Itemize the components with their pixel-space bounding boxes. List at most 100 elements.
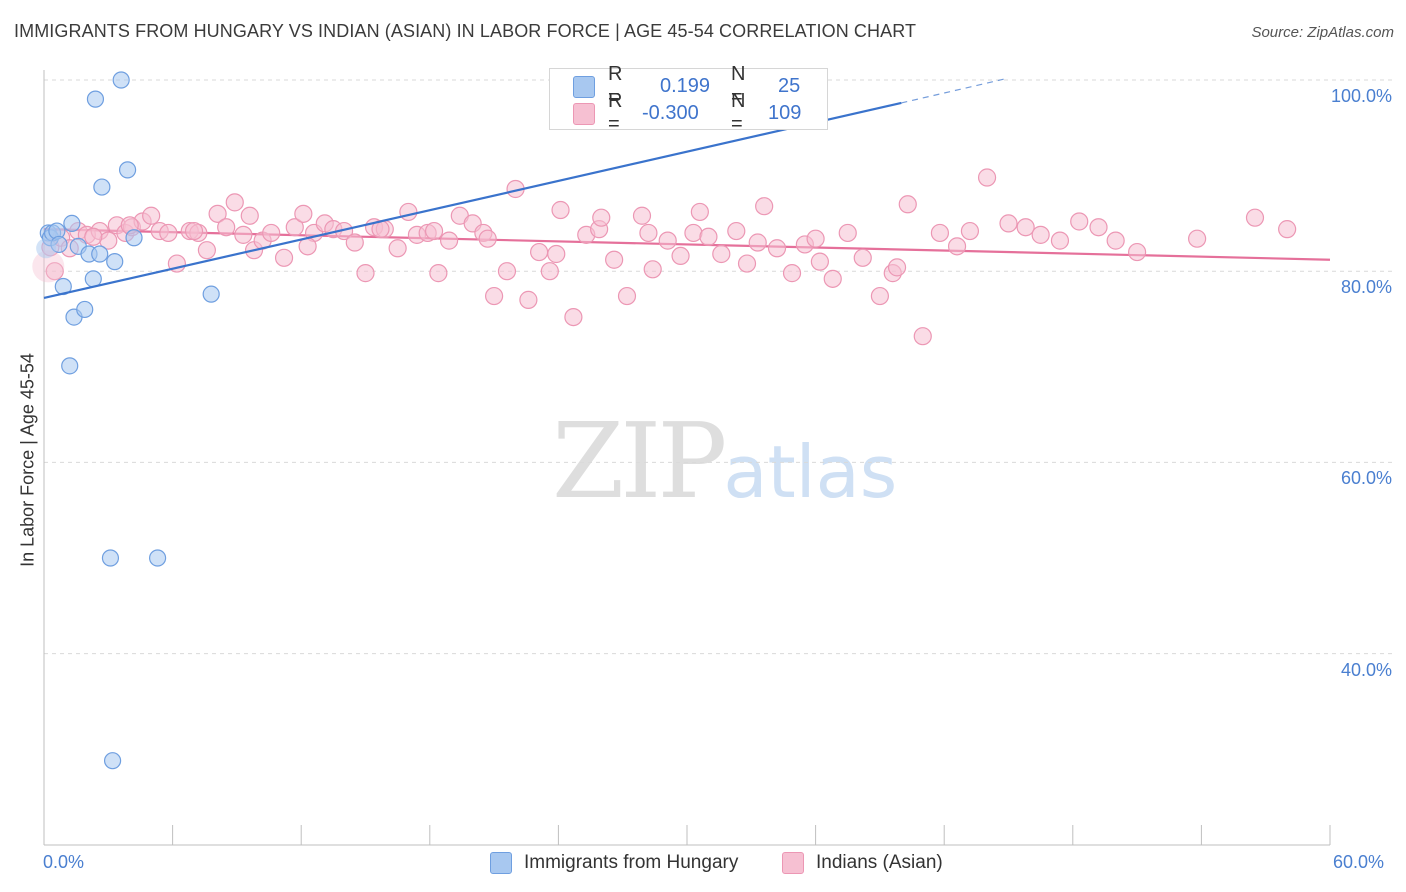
hungary-point	[112, 71, 130, 89]
indians-point	[671, 246, 690, 266]
indians-point	[643, 260, 662, 279]
indians-point	[1016, 218, 1035, 237]
legend-r-value-indians: -0.300	[642, 101, 699, 124]
hungary-point	[63, 214, 81, 232]
indians-point	[439, 231, 459, 250]
legend-n-value-hungary: 25	[778, 74, 801, 97]
hungary-point	[103, 752, 122, 770]
indians-point	[234, 225, 253, 244]
indians-point	[356, 264, 375, 283]
source-label: Source: ZipAtlas.com	[1251, 24, 1394, 41]
indians-point	[690, 202, 709, 222]
indians-point	[605, 250, 624, 269]
indians-point	[424, 221, 444, 241]
indians-point	[632, 206, 652, 225]
hungary-point	[202, 285, 220, 303]
trend-line-hungary-dashed	[901, 77, 1009, 104]
legend-item-hungary: Immigrants from Hungary	[490, 852, 738, 874]
hungary-point	[118, 161, 137, 179]
indians-point	[960, 221, 980, 241]
legend-swatch-hungary	[573, 76, 595, 98]
indians-point	[217, 218, 236, 237]
indians-point	[737, 254, 757, 273]
legend-r-label: R =	[608, 63, 623, 108]
hungary-point	[125, 229, 143, 247]
indians-point	[497, 262, 517, 281]
hungary-point	[61, 357, 79, 375]
indians-point	[478, 229, 497, 248]
indians-point	[208, 204, 227, 223]
indians-point	[838, 223, 857, 243]
indians-point	[399, 202, 418, 222]
hungary-point	[76, 300, 94, 319]
x-tick-0: 0.0%	[43, 852, 85, 872]
indians-point	[564, 307, 583, 327]
indians-point	[1188, 229, 1207, 248]
indians-point	[294, 204, 313, 223]
y-tick-100: 100.0%	[1330, 86, 1392, 106]
legend-item-indians: Indians (Asian)	[782, 852, 943, 874]
indians-point	[530, 242, 549, 262]
indians-point	[870, 286, 890, 306]
hungary-point	[93, 178, 111, 196]
indians-point	[755, 197, 774, 216]
hungary-point-large	[36, 238, 57, 259]
legend-label-hungary: Immigrants from Hungary	[524, 852, 739, 873]
indians-point	[142, 206, 161, 225]
legend-swatch-indians	[573, 103, 595, 125]
hungary-point	[91, 245, 109, 263]
indians-point	[823, 269, 842, 288]
indians-point	[547, 244, 566, 264]
indians-point	[551, 200, 570, 220]
series-legend: Immigrants from Hungary Indians (Asian)	[0, 852, 1406, 878]
indians-point	[1278, 220, 1297, 239]
indians-point	[1031, 225, 1050, 244]
indians-point	[197, 241, 216, 260]
legend-swatch-indians	[782, 852, 804, 874]
indians-point	[898, 195, 917, 214]
hungary-point	[86, 90, 105, 108]
indians-point	[913, 327, 932, 346]
indians-point	[1106, 231, 1125, 250]
indians-point	[853, 248, 872, 267]
hungary-point	[148, 549, 167, 567]
indians-point	[540, 262, 559, 281]
indians-point	[84, 227, 103, 246]
indians-point	[225, 193, 244, 212]
indians-point	[285, 218, 304, 237]
indians-point	[1245, 208, 1265, 227]
indians-point	[1127, 242, 1147, 262]
indians-point	[429, 264, 448, 283]
indians-point	[806, 229, 825, 248]
indians-point	[639, 223, 658, 243]
indians-point	[767, 239, 787, 258]
indians-point	[658, 231, 677, 250]
indians-point	[159, 223, 178, 243]
legend-r-value-hungary: 0.199	[660, 74, 711, 97]
points-hungary	[36, 71, 735, 770]
indians-point	[485, 286, 504, 306]
indians-point	[274, 248, 294, 267]
indians-point	[810, 252, 829, 271]
indians-point	[712, 244, 731, 264]
x-tick-60: 60.0%	[1333, 852, 1385, 872]
indians-point	[1050, 231, 1070, 250]
indians-point	[999, 214, 1018, 233]
legend-n-label: N =	[731, 63, 746, 108]
y-tick-60: 60.0%	[1340, 468, 1392, 488]
indians-point	[1070, 212, 1089, 231]
indians-point	[262, 223, 281, 243]
indians-point	[748, 233, 767, 252]
indians-point	[345, 233, 364, 252]
legend-swatch-hungary	[490, 852, 512, 874]
y-axis-label: In Labor Force | Age 45-54	[17, 353, 38, 567]
watermark-atlas: atlas	[723, 430, 898, 514]
legend-n-value-indians: 109	[768, 101, 802, 124]
indians-point	[977, 168, 997, 187]
trend-line-hungary	[43, 77, 1009, 300]
indians-point	[1089, 218, 1108, 237]
indians-point	[592, 208, 611, 227]
trend-line-hungary-solid	[43, 101, 902, 300]
chart-title: IMMIGRANTS FROM HUNGARY VS INDIAN (ASIAN…	[14, 21, 917, 41]
gridlines	[44, 79, 1392, 655]
